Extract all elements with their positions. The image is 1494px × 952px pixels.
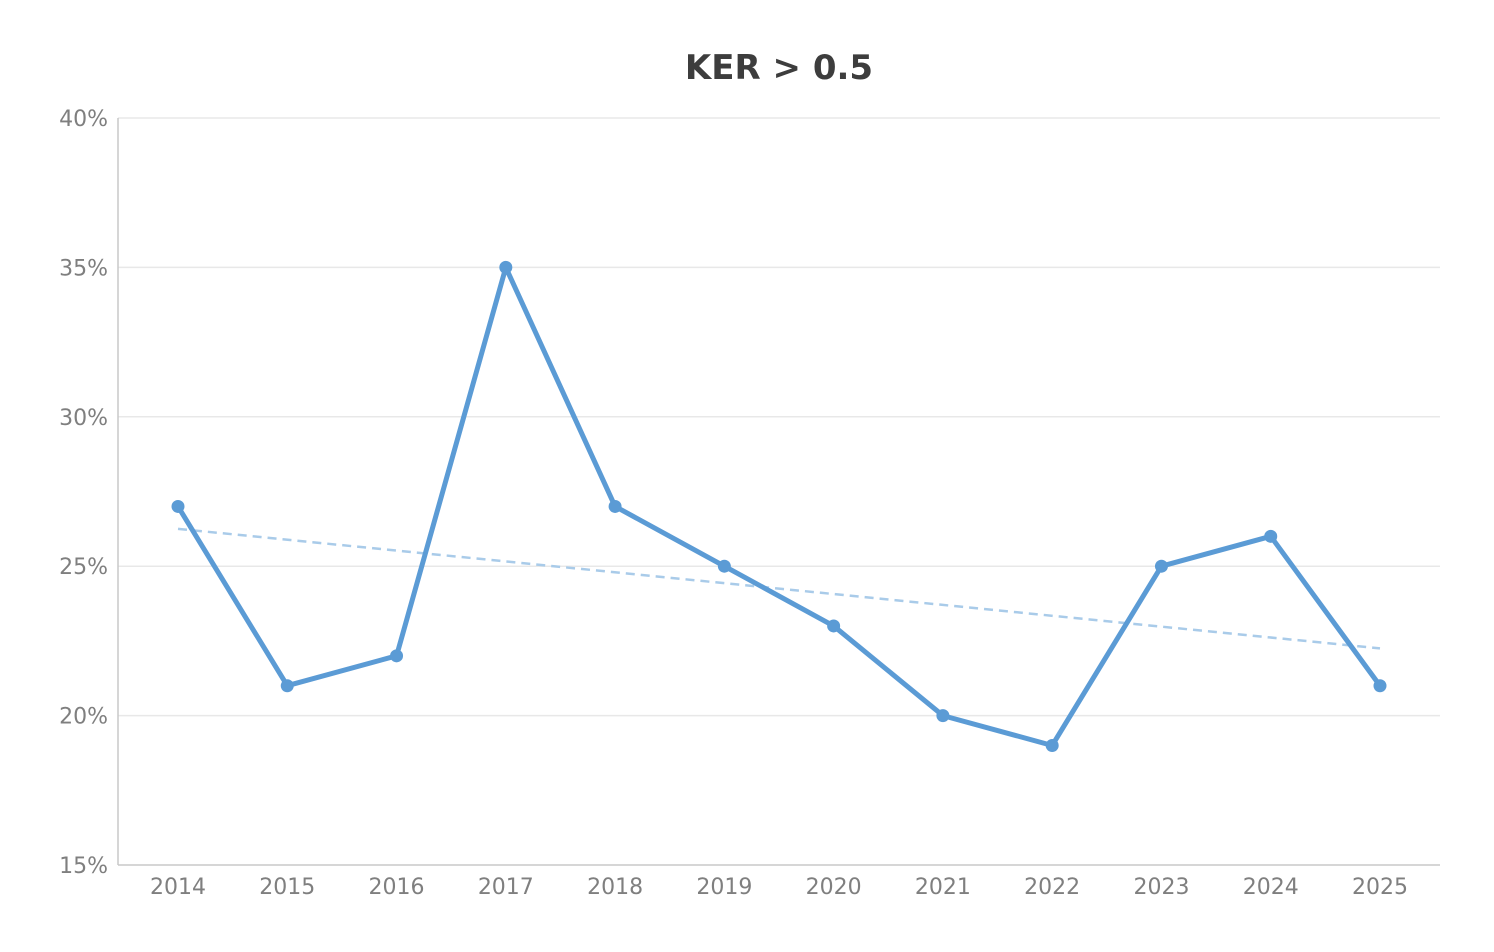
data-point-marker [1264, 529, 1278, 543]
data-point-marker [171, 499, 185, 513]
x-tick-label: 2019 [696, 875, 752, 900]
x-tick-label: 2017 [478, 875, 534, 900]
x-tick-label: 2016 [369, 875, 425, 900]
x-tick-label: 2024 [1243, 875, 1299, 900]
data-point-marker [1373, 679, 1387, 693]
x-tick-label: 2020 [806, 875, 862, 900]
data-point-marker [1045, 738, 1059, 752]
gridlines [118, 117, 1440, 717]
data-point-marker [717, 559, 731, 573]
chart-title: KER > 0.5 [684, 48, 874, 88]
data-point-marker [390, 649, 404, 663]
y-axis-ticks: 15% 20% 25% 30% 35% 40% [59, 107, 108, 879]
y-tick-label: 35% [59, 256, 108, 281]
x-tick-label: 2021 [915, 875, 971, 900]
x-tick-label: 2015 [259, 875, 315, 900]
y-tick-label: 20% [59, 705, 108, 730]
y-tick-label: 40% [59, 107, 108, 132]
y-tick-label: 30% [59, 406, 108, 431]
series-line [175, 264, 1383, 748]
x-tick-label: 2022 [1024, 875, 1080, 900]
data-point-marker [499, 260, 513, 274]
y-tick-label: 15% [59, 854, 108, 879]
x-axis-ticks: 2014 2015 2016 2017 2018 2019 2020 2021 2022 2023… [150, 875, 1408, 900]
data-point-marker [827, 619, 841, 633]
trend-line-path [177, 527, 1381, 650]
data-series [171, 260, 1387, 752]
data-point-marker [608, 499, 622, 513]
x-tick-label: 2014 [150, 875, 206, 900]
x-tick-label: 2018 [587, 875, 643, 900]
data-point-marker [1154, 559, 1168, 573]
x-tick-label: 2023 [1133, 875, 1189, 900]
axes [117, 118, 1440, 866]
data-point-marker [280, 679, 294, 693]
y-tick-label: 25% [59, 555, 108, 580]
trend-line [177, 527, 1381, 650]
data-point-marker [936, 709, 950, 723]
x-tick-label: 2025 [1352, 875, 1408, 900]
